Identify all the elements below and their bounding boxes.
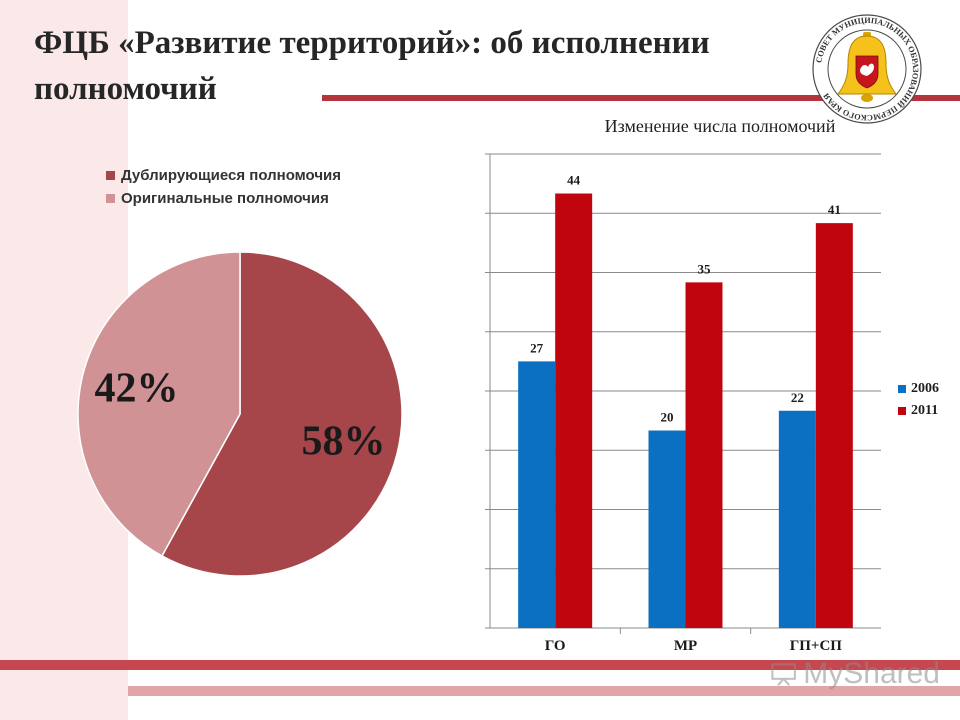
category-label: ГП+СП	[790, 638, 843, 654]
legend-label: 2011	[911, 403, 939, 418]
bar-legend-item-2006: 2006	[898, 378, 939, 400]
pie-legend-item-duplicating: Дублирующиеся полномочия	[106, 164, 341, 187]
legend-swatch	[106, 171, 115, 180]
bar-2006-1	[648, 430, 686, 628]
bar-value-label: 35	[698, 261, 712, 276]
title-underline	[322, 95, 960, 101]
pie-legend: Дублирующиеся полномочия Оригинальные по…	[106, 164, 341, 210]
pie-legend-item-original: Оригинальные полномочия	[106, 187, 341, 210]
watermark-text: MyShared	[803, 657, 940, 690]
bar-value-label: 20	[661, 410, 674, 425]
bar-chart: 27 44 ГО 20 35 МР 22 41 ГП+СП	[485, 153, 881, 654]
bar-2011-1	[685, 282, 723, 628]
pie-slice-label: 58%	[302, 419, 386, 465]
bar-value-label: 27	[530, 340, 544, 355]
bar-value-label: 41	[828, 202, 841, 217]
bar-value-label: 44	[567, 173, 581, 188]
bar-2011-2	[815, 223, 853, 628]
bar-value-label: 22	[791, 390, 804, 405]
footer-band-light	[128, 686, 960, 696]
bar-2011-0	[555, 193, 593, 628]
legend-label: Дублирующиеся полномочия	[121, 167, 342, 184]
bar-2006-2	[778, 410, 816, 628]
shield-icon	[855, 55, 879, 89]
pie-slice-1	[77, 251, 241, 557]
legend-swatch	[106, 194, 115, 203]
presentation-board-icon	[771, 663, 796, 686]
category-label: МР	[674, 638, 697, 654]
pie-chart: 58% 42%	[77, 251, 403, 577]
bar-chart-title: Изменение числа полномочий	[604, 116, 836, 136]
legend-label: 2006	[911, 381, 939, 396]
pie-slice-0	[160, 251, 403, 577]
footer-band-dark	[0, 660, 960, 670]
bar-legend: 2006 2011	[898, 378, 939, 422]
bar-2006-0	[518, 361, 556, 628]
bar-legend-item-2011: 2011	[898, 400, 939, 422]
legend-swatch	[898, 385, 906, 393]
slide-title: ФЦБ «Развитие территорий»: об исполнении…	[34, 25, 710, 107]
category-label: ГО	[545, 638, 566, 654]
legend-swatch	[898, 407, 906, 415]
pie-slice-label: 42%	[94, 365, 178, 411]
legend-label: Оригинальные полномочия	[121, 190, 329, 207]
watermark: MyShared	[770, 654, 940, 694]
association-emblem: СОВЕТ МУНИЦИПАЛЬНЫХ ОБРАЗОВАНИЙ ПЕРМСКОГ…	[812, 14, 922, 124]
